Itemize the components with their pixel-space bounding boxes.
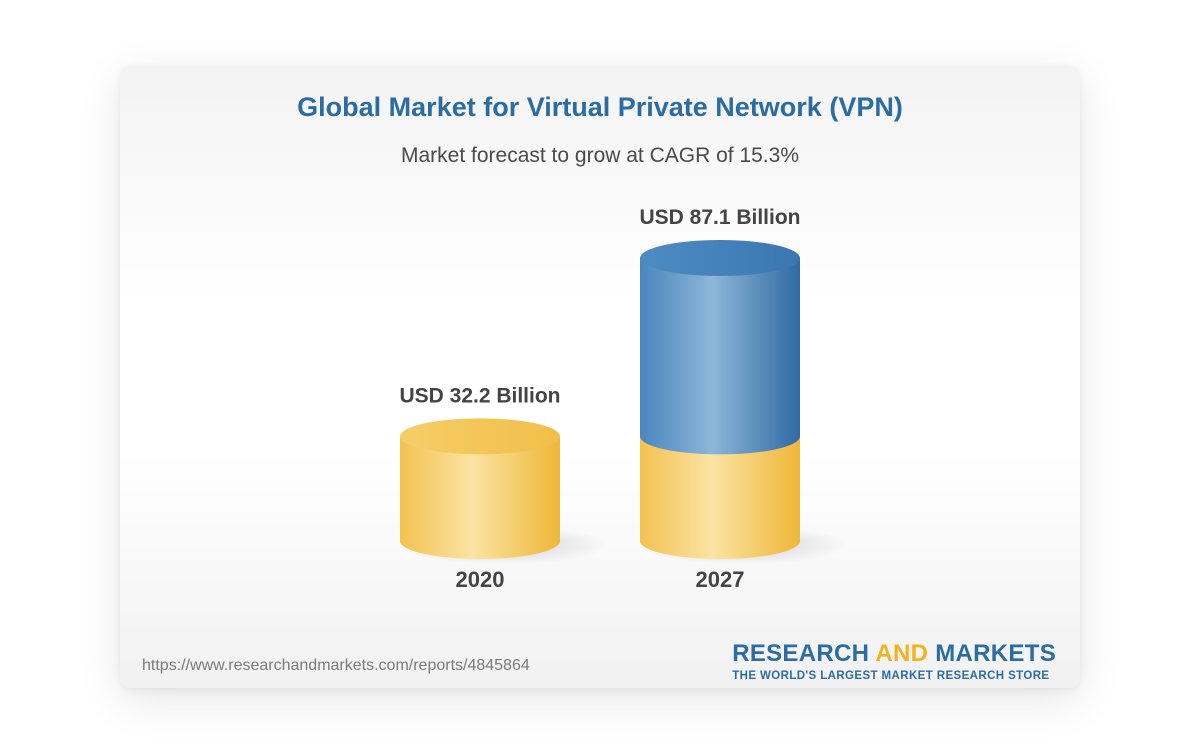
- bar-2027-top: [640, 240, 800, 276]
- bar-2020-body: [400, 436, 560, 559]
- bar-2027-growth-segment: [640, 258, 800, 455]
- chart-card: Global Market for Virtual Private Networ…: [120, 66, 1080, 688]
- value-label-2027: USD 87.1 Billion: [639, 206, 800, 229]
- chart-subtitle: Market forecast to grow at CAGR of 15.3%: [401, 144, 799, 167]
- bar-2027-base-segment: [640, 436, 800, 559]
- chart-plot: USD 32.2 Billion 2020 USD 87.1 Billion 2027: [399, 206, 848, 592]
- chart-title: Global Market for Virtual Private Networ…: [297, 92, 903, 122]
- bar-2020-top: [400, 418, 560, 455]
- value-label-2020: USD 32.2 Billion: [399, 384, 560, 407]
- research-and-markets-logo: RESEARCH AND MARKETS THE WORLD'S LARGEST…: [732, 640, 1056, 682]
- category-label-2020: 2020: [456, 567, 505, 592]
- source-url[interactable]: https://www.researchandmarkets.com/repor…: [142, 657, 530, 674]
- category-label-2027: 2027: [696, 567, 745, 592]
